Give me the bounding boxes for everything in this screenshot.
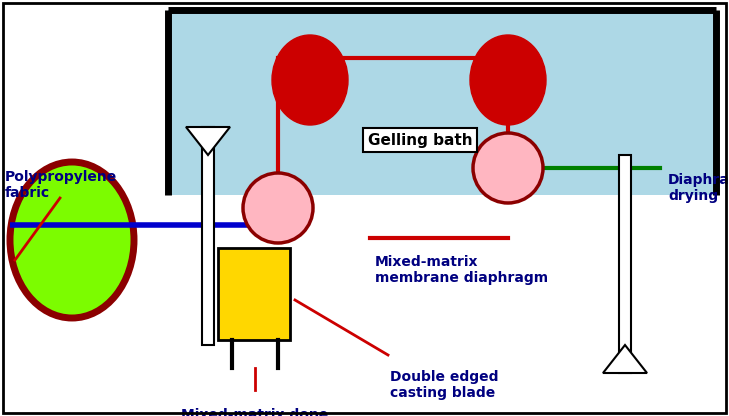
Text: Diaphragm
drying: Diaphragm drying — [668, 173, 729, 203]
Polygon shape — [603, 345, 647, 373]
Polygon shape — [186, 127, 230, 155]
Text: Mixed-matrix
membrane diaphragm: Mixed-matrix membrane diaphragm — [375, 255, 548, 285]
Bar — [218, 248, 290, 340]
Ellipse shape — [10, 162, 134, 318]
Bar — [619, 155, 631, 373]
Text: Double edged
casting blade: Double edged casting blade — [390, 370, 499, 400]
Ellipse shape — [272, 35, 348, 125]
Ellipse shape — [470, 35, 546, 125]
Text: Mixed-matrix dope
solution: Mixed-matrix dope solution — [182, 408, 329, 416]
Circle shape — [243, 173, 313, 243]
Bar — [168, 10, 716, 195]
Text: Gelling bath: Gelling bath — [367, 133, 472, 148]
Bar — [202, 127, 214, 345]
Text: Polypropylene
fabric: Polypropylene fabric — [5, 170, 117, 200]
Circle shape — [473, 133, 543, 203]
